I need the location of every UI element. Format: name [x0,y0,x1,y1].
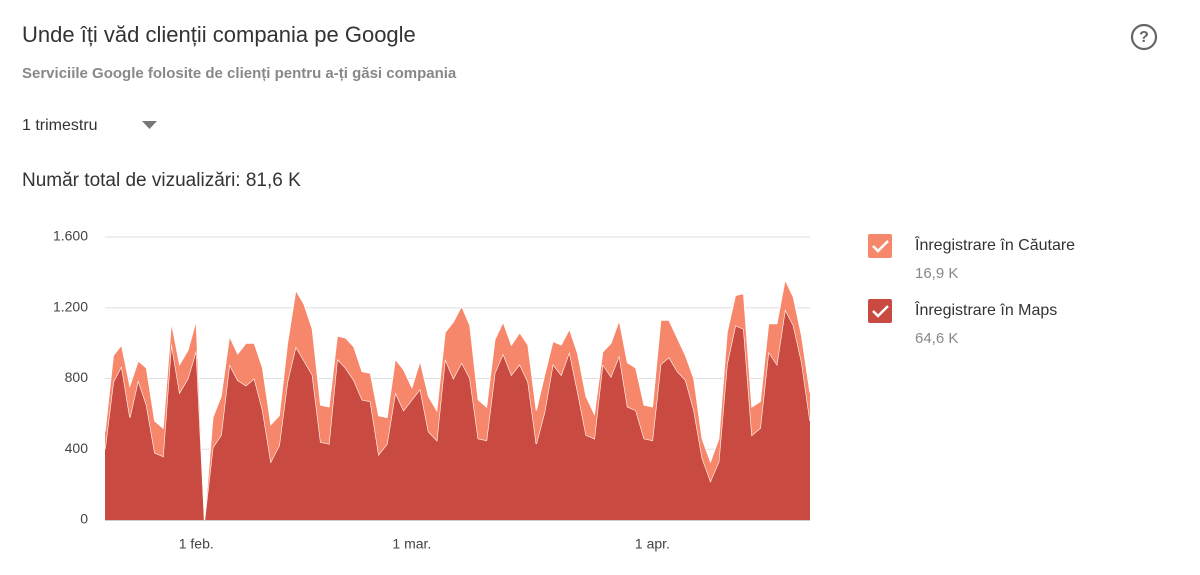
title: Unde îți văd clienții compania pe Google [22,22,416,47]
y-tick-label: 0 [80,511,88,527]
y-tick-label: 400 [65,440,89,456]
x-tick-label: 1 apr. [635,536,670,552]
svg-text:?: ? [1139,29,1149,46]
period-label: 1 trimestru [22,117,98,134]
x-tick-label: 1 feb. [179,536,214,552]
total-views: Număr total de vizualizări: 81,6 K [22,170,301,191]
check-mark [872,305,889,318]
legend-checkbox [868,299,892,323]
y-tick-label: 800 [65,369,89,385]
subtitle: Serviciile Google folosite de clienți pe… [22,65,457,82]
area [105,309,810,520]
legend-item[interactable]: Înregistrare în Maps 64,6 K [868,299,1057,347]
y-tick-label: 1.200 [53,298,88,314]
area-edge [104,277,811,521]
legend-total: 64,6 K [915,330,958,347]
legend-label: Înregistrare în Maps [914,300,1057,319]
y-tick-label: 1.600 [53,228,88,244]
help-icon[interactable]: ? [1130,23,1158,51]
area [105,279,810,520]
legend-total: 16,9 K [915,265,958,282]
period-dropdown[interactable]: 1 trimestru [22,117,157,134]
x-tick-label: 1 mar. [392,536,431,552]
check-mark [872,240,889,253]
legend-item[interactable]: Înregistrare în Căutare 16,9 K [868,234,1075,282]
legend-checkbox [868,234,892,258]
legend-label: Înregistrare în Căutare [914,235,1075,254]
